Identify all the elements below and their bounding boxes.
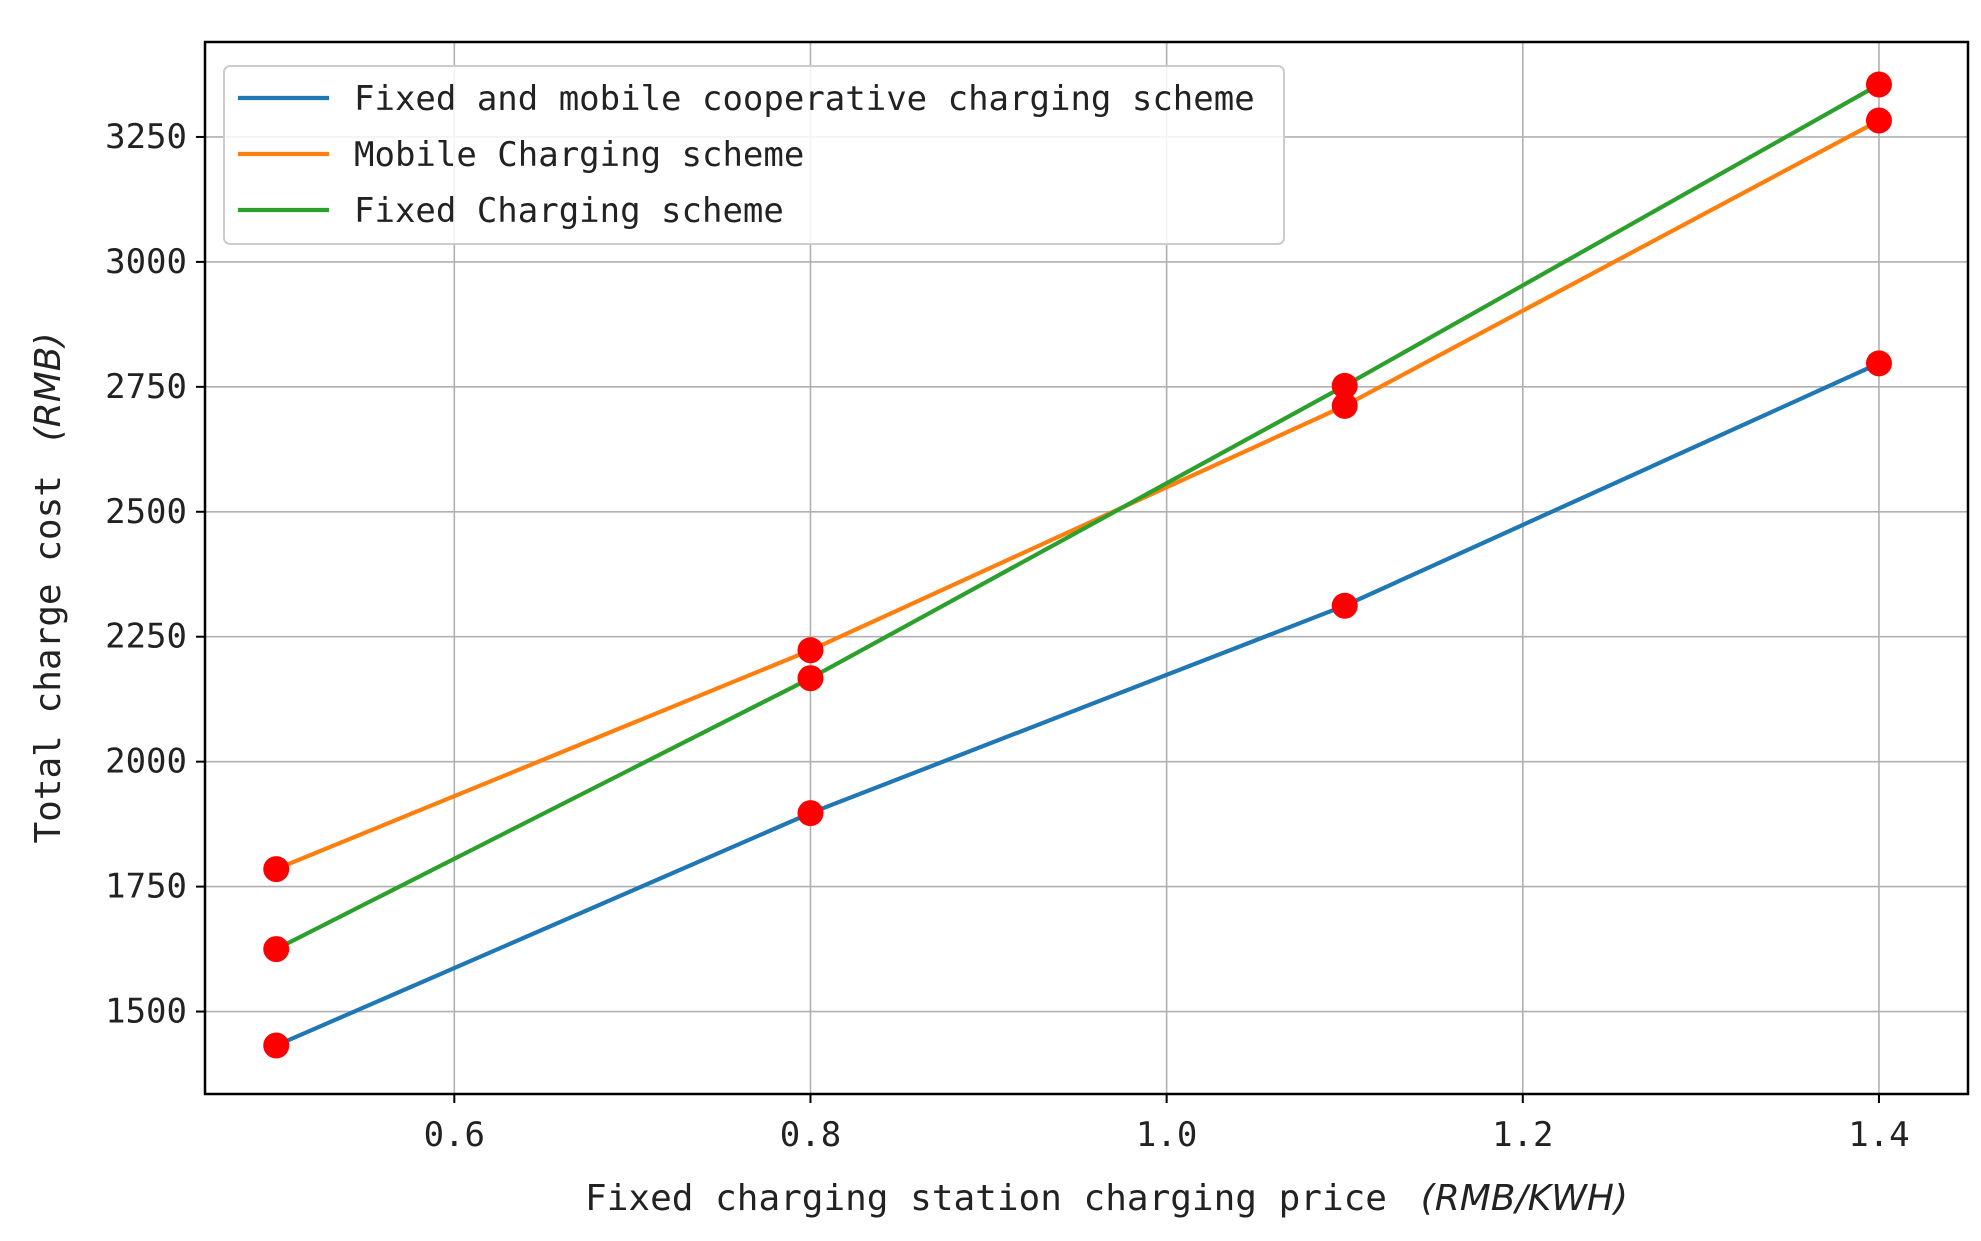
y-tick-label: 2250	[105, 617, 187, 657]
x-tick-label: 1.2	[1492, 1115, 1553, 1155]
y-axis-label: Total charge cost (RMB)	[28, 332, 69, 843]
y-axis-label-text: Total charge cost	[28, 475, 69, 843]
legend-label-2: Mobile Charging scheme	[354, 135, 804, 175]
data-point-series-1	[1865, 350, 1892, 377]
x-axis-label-text: Fixed charging station charging price	[585, 1178, 1387, 1219]
legend-box	[223, 65, 1285, 245]
y-axis-label-unit: (RMB)	[28, 332, 69, 441]
y-tick-label: 1500	[105, 992, 187, 1032]
data-point-series-2	[797, 637, 824, 664]
series-lines	[275, 82, 1881, 1048]
y-tick-label: 1750	[105, 867, 187, 907]
data-point-series-1	[797, 800, 824, 827]
axis-ticks: 0.6 0.8 1.0 1.2 1.4 1500 1750 2000 2250 2500 2750 3…	[105, 117, 1910, 1155]
y-tick-label: 3000	[105, 242, 187, 282]
x-tick-label: 1.0	[1136, 1115, 1197, 1155]
data-point-series-3	[1865, 71, 1892, 98]
series-line-3	[275, 82, 1881, 951]
x-tick-label: 0.6	[424, 1115, 485, 1155]
data-point-series-3	[797, 665, 824, 692]
series-line-1	[275, 361, 1880, 1048]
x-axis-label-unit: (RMB/KWH)	[1421, 1178, 1628, 1219]
data-point-series-3	[263, 936, 290, 963]
data-point-series-2	[1865, 107, 1892, 134]
legend: Fixed and mobile cooperative charging sc…	[223, 65, 1285, 245]
plot-frame	[203, 40, 1970, 1096]
y-tick-label: 2000	[105, 742, 187, 782]
y-tick-label: 2750	[105, 367, 187, 407]
x-tick-label: 1.4	[1848, 1115, 1909, 1155]
x-axis-label: Fixed charging station charging price (R…	[585, 1178, 1628, 1219]
legend-label-1: Fixed and mobile cooperative charging sc…	[354, 79, 1255, 119]
data-point-series-1	[1331, 592, 1358, 619]
series-line-2	[275, 118, 1880, 872]
data-point-series-2	[263, 856, 290, 883]
data-point-series-3	[1331, 372, 1358, 399]
data-point-series-2	[1331, 392, 1358, 419]
y-tick-label: 2500	[105, 492, 187, 532]
y-tick-label: 3250	[105, 117, 187, 157]
data-point-series-1	[263, 1032, 290, 1059]
x-tick-label: 0.8	[780, 1115, 841, 1155]
legend-label-3: Fixed Charging scheme	[354, 191, 784, 231]
data-markers	[263, 71, 1892, 1059]
